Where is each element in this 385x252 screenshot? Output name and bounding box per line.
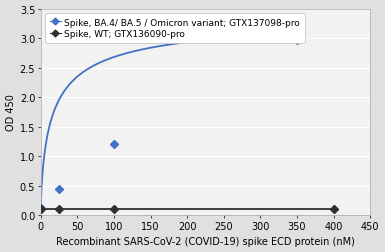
- Y-axis label: OD 450: OD 450: [5, 94, 15, 131]
- X-axis label: Recombinant SARS-CoV-2 (COVID-19) spike ECD protein (nM): Recombinant SARS-CoV-2 (COVID-19) spike …: [56, 237, 355, 246]
- Legend: Spike, BA.4/ BA.5 / Omicron variant; GTX137098-pro, Spike, WT; GTX136090-pro: Spike, BA.4/ BA.5 / Omicron variant; GTX…: [45, 14, 305, 44]
